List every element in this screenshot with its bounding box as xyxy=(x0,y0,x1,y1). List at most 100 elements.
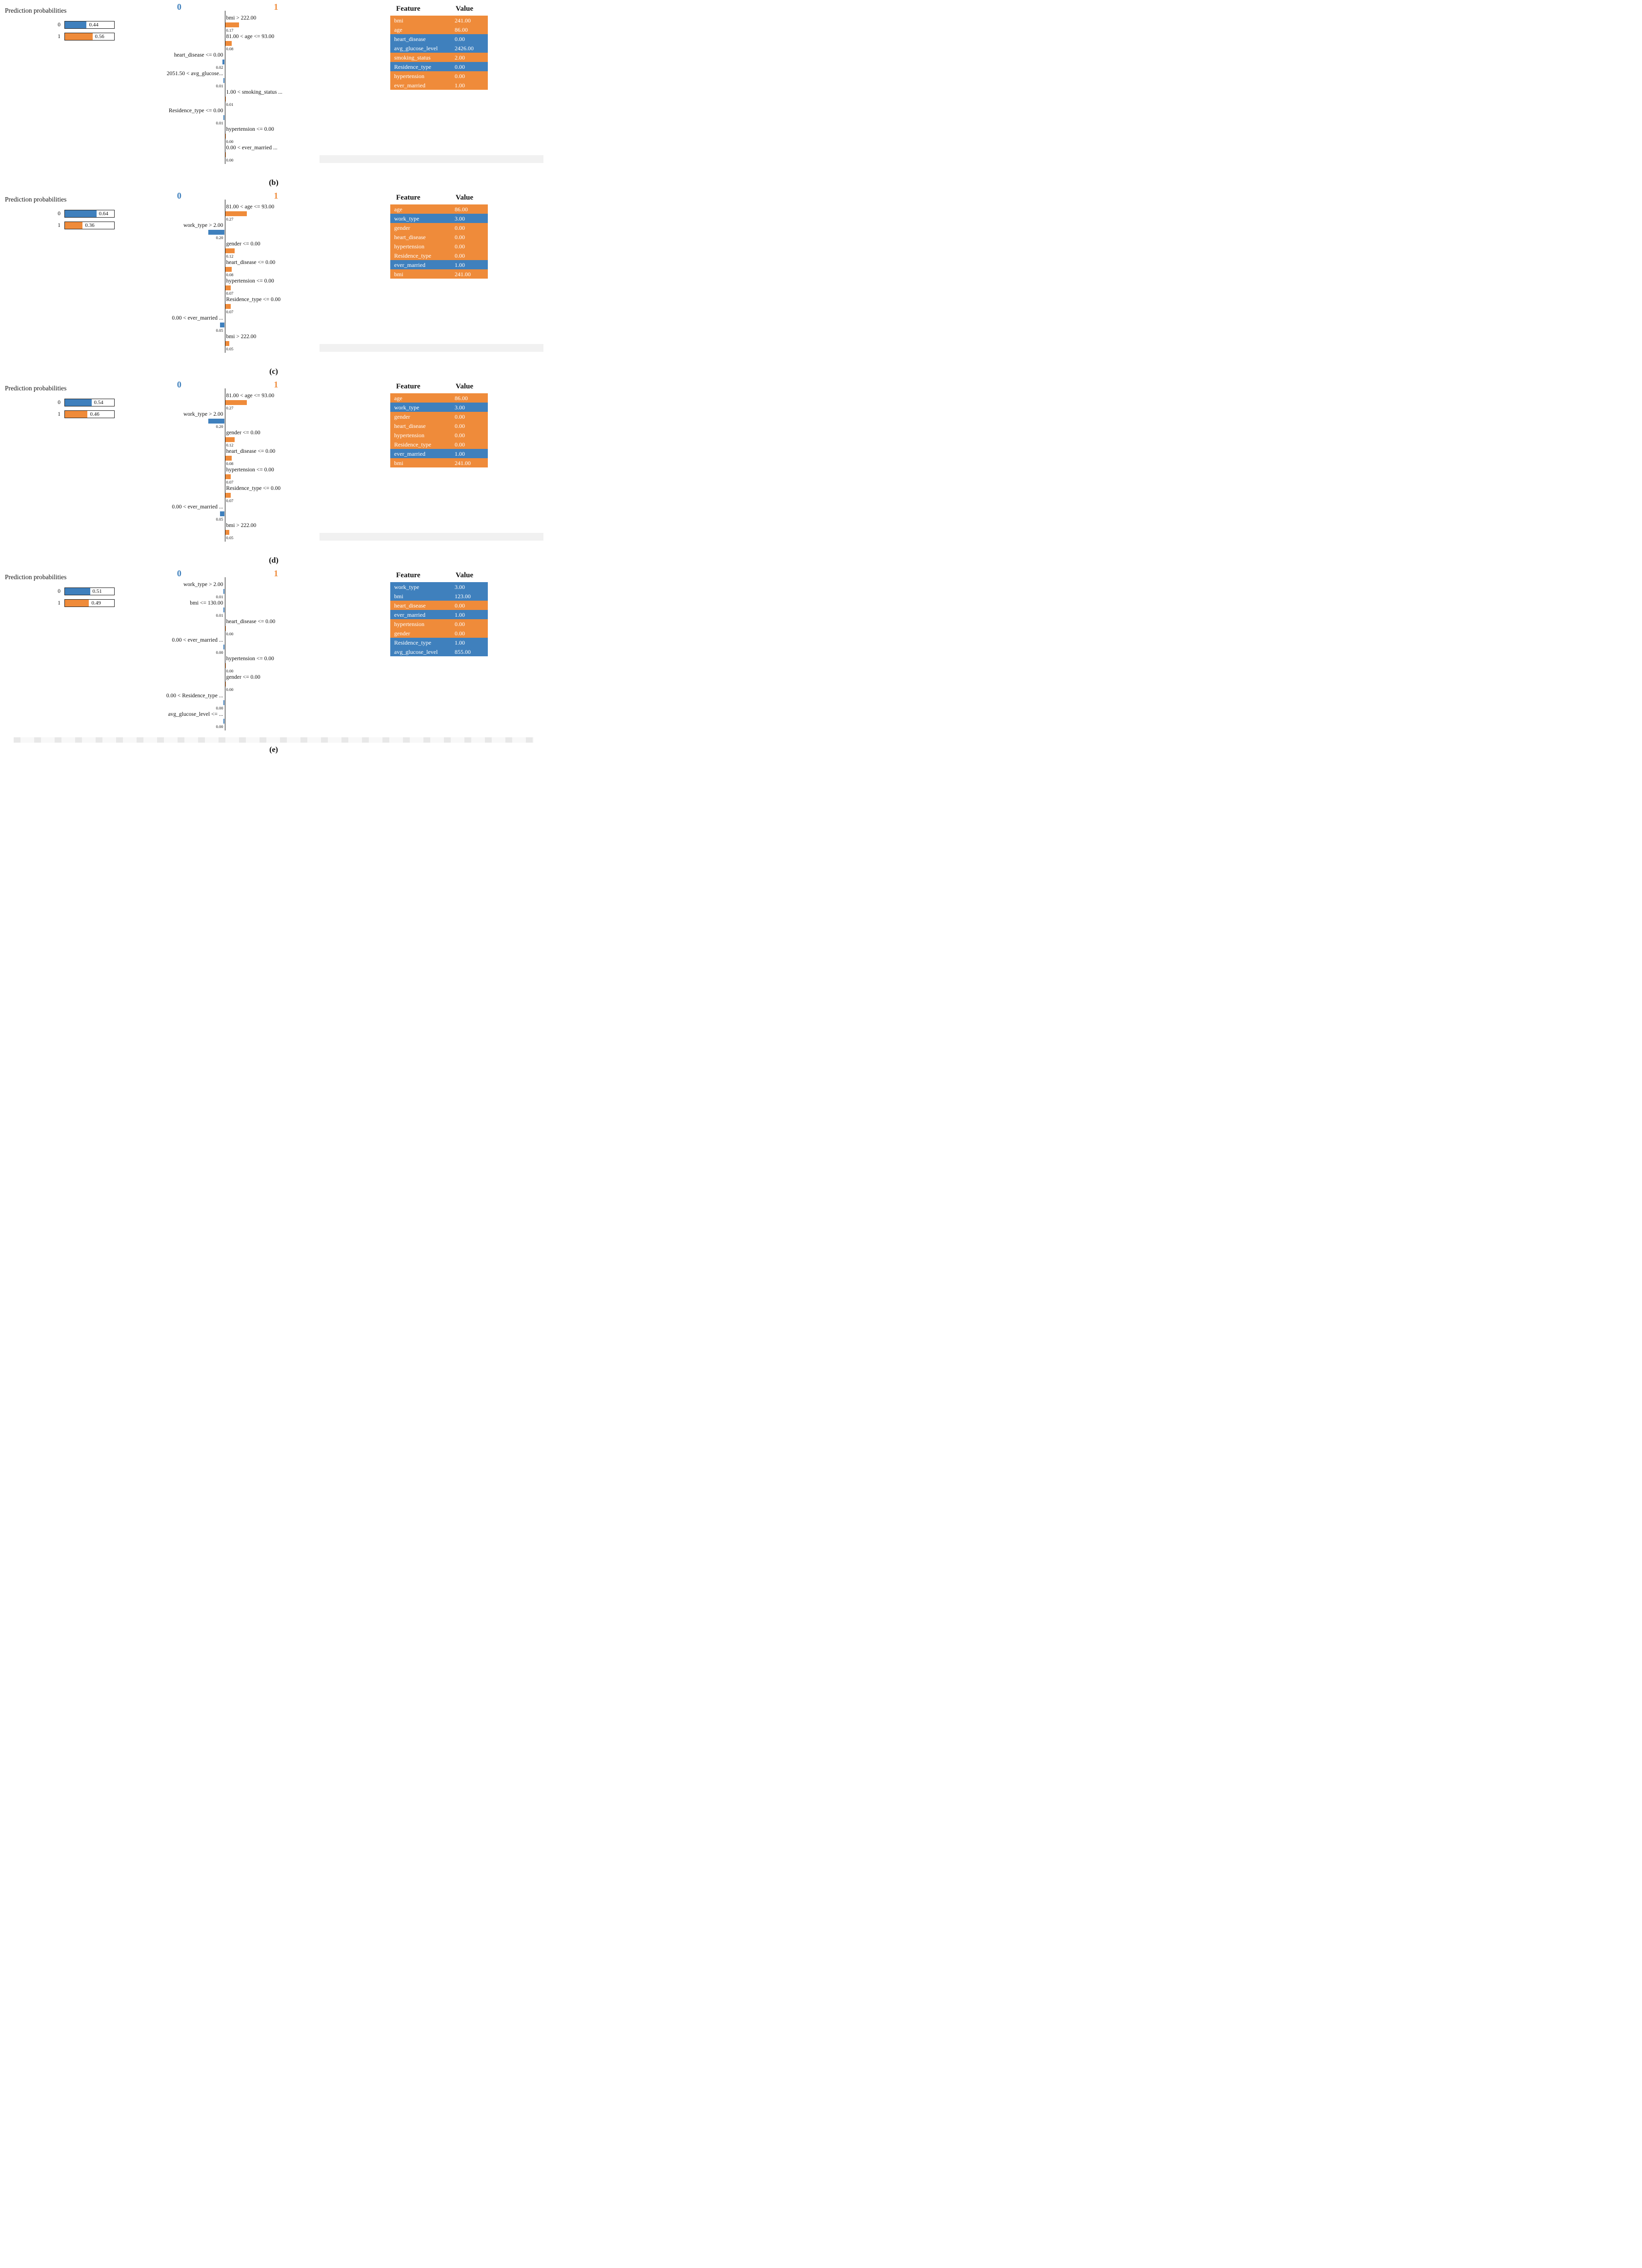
feature-value-row: Residence_type 0.00 xyxy=(390,251,488,260)
contribution-value: 0.00 xyxy=(216,650,223,655)
feature-value: 0.00 xyxy=(455,422,465,429)
contribution-bar xyxy=(225,626,226,631)
feature-value-row: hypertension 0.00 xyxy=(390,619,488,628)
probability-row: 0 0.51 xyxy=(54,587,124,595)
contribution-value: 0.27 xyxy=(226,405,234,410)
contribution-value: 0.07 xyxy=(226,498,234,503)
feature-value: 0.00 xyxy=(455,252,465,259)
contribution-bar xyxy=(223,589,224,594)
contribution-rows: bmi > 222.00 0.17 81.00 < age <= 93.00 0.08… xyxy=(126,15,323,164)
contribution-bar xyxy=(222,60,224,64)
feature-name: bmi xyxy=(394,592,403,600)
feature-value: 2.00 xyxy=(455,54,465,61)
contribution-bar xyxy=(225,400,247,405)
contribution-value: 0.05 xyxy=(216,517,223,522)
contribution-row: work_type > 2.00 0.20 xyxy=(126,222,323,241)
contribution-row: Residence_type <= 0.00 0.07 xyxy=(126,485,323,504)
value-column-header: Value xyxy=(456,571,474,579)
lime-explanations-figure: Prediction probabilities 0 0.44 1 0.56 0 1 … xyxy=(0,0,547,756)
feature-value-row: age 86.00 xyxy=(390,204,488,214)
feature-name: gender xyxy=(394,629,410,637)
prediction-probabilities-title: Prediction probabilities xyxy=(5,7,67,14)
contribution-row: work_type > 2.00 0.01 xyxy=(126,581,323,600)
prediction-bars: 0 0.51 1 0.49 xyxy=(54,587,124,607)
feature-condition-label: hypertension <= 0.00 xyxy=(226,656,274,662)
feature-value: 0.00 xyxy=(455,233,465,241)
contribution-value: 0.00 xyxy=(216,706,223,710)
scan-artifact xyxy=(14,737,534,743)
feature-contribution-chart: 0 1 81.00 < age <= 93.00 0.27 work_type > … xyxy=(126,189,323,361)
feature-value-row: Residence_type 1.00 xyxy=(390,638,488,647)
feature-value: 241.00 xyxy=(455,17,471,24)
feature-condition-label: heart_disease <= 0.00 xyxy=(226,448,276,454)
feature-name: heart_disease xyxy=(394,233,426,241)
axis-line xyxy=(224,11,226,164)
contribution-bar xyxy=(225,530,229,535)
feature-condition-label: hypertension <= 0.00 xyxy=(226,126,274,132)
prediction-probabilities-title: Prediction probabilities xyxy=(5,573,67,581)
probability-row: 1 0.56 xyxy=(54,33,124,40)
contribution-row: gender <= 0.00 0.12 xyxy=(126,429,323,448)
prediction-probabilities-title: Prediction probabilities xyxy=(5,196,67,203)
contribution-row: 0.00 < Residence_type ... 0.00 xyxy=(126,692,323,711)
feature-condition-label: bmi > 222.00 xyxy=(226,15,257,21)
feature-condition-label: work_type > 2.00 xyxy=(183,582,223,587)
contribution-row: 81.00 < age <= 93.00 0.27 xyxy=(126,392,323,411)
probability-bar: 0.49 xyxy=(64,599,115,607)
scan-artifact xyxy=(320,533,543,541)
feature-value-row: hypertension 0.00 xyxy=(390,430,488,440)
probability-fill xyxy=(65,600,89,607)
probability-value: 0.56 xyxy=(95,34,104,40)
probability-fill xyxy=(65,588,90,595)
feature-name: avg_glucose_level xyxy=(394,44,438,52)
contribution-bar xyxy=(225,285,231,290)
contribution-bars-area: 81.00 < age <= 93.00 0.27 work_type > 2.00… xyxy=(126,200,323,353)
probability-bar: 0.44 xyxy=(64,21,115,29)
feature-name: bmi xyxy=(394,17,403,24)
feature-name: Residence_type xyxy=(394,252,431,259)
contribution-value: 0.08 xyxy=(226,461,234,466)
contribution-value: 0.00 xyxy=(226,687,234,692)
contribution-row: 81.00 < age <= 93.00 0.27 xyxy=(126,203,323,222)
contribution-value: 0.00 xyxy=(226,139,234,144)
feature-name: work_type xyxy=(394,404,420,411)
probability-value: 0.36 xyxy=(85,223,95,228)
feature-condition-label: avg_glucose_level <= ... xyxy=(168,711,223,717)
contribution-rows: work_type > 2.00 0.01 bmi <= 130.00 0.01 hea… xyxy=(126,581,323,730)
probability-bar: 0.56 xyxy=(64,33,115,40)
contribution-bar xyxy=(223,719,224,724)
contribution-bar xyxy=(225,97,226,101)
contribution-value: 0.05 xyxy=(226,535,234,540)
feature-name: age xyxy=(394,26,402,33)
probability-row: 0 0.64 xyxy=(54,210,124,218)
feature-value-row: bmi 123.00 xyxy=(390,591,488,601)
contribution-row: 0.00 < ever_married ... 0.05 xyxy=(126,504,323,522)
feature-value: 0.00 xyxy=(455,63,465,70)
feature-condition-label: gender <= 0.00 xyxy=(226,674,260,680)
contribution-value: 0.01 xyxy=(216,613,223,618)
probability-fill xyxy=(65,411,88,418)
feature-name: heart_disease xyxy=(394,602,426,609)
contribution-row: heart_disease <= 0.00 0.02 xyxy=(126,52,323,70)
table-rows: age 86.00 work_type 3.00 gender 0.00 heart_dis… xyxy=(390,393,488,467)
class-label: 0 xyxy=(58,400,60,405)
feature-value-row: gender 0.00 xyxy=(390,412,488,421)
probability-value: 0.44 xyxy=(89,22,99,28)
contribution-bar xyxy=(223,608,224,612)
feature-condition-label: 81.00 < age <= 93.00 xyxy=(226,204,275,210)
feature-value: 1.00 xyxy=(455,611,465,618)
contribution-value: 0.20 xyxy=(216,424,223,429)
feature-condition-label: bmi > 222.00 xyxy=(226,523,257,528)
feature-condition-label: heart_disease <= 0.00 xyxy=(226,260,276,265)
feature-value-row: gender 0.00 xyxy=(390,628,488,638)
contribution-bar xyxy=(225,248,235,253)
feature-value: 0.00 xyxy=(455,35,465,42)
feature-value-row: age 86.00 xyxy=(390,393,488,403)
feature-value-row: avg_glucose_level 2426.00 xyxy=(390,43,488,53)
feature-name: hypertension xyxy=(394,431,424,439)
contribution-value: 0.08 xyxy=(226,272,234,277)
class-label: 1 xyxy=(58,223,60,228)
feature-value-row: smoking_status 2.00 xyxy=(390,53,488,62)
feature-name: bmi xyxy=(394,459,403,466)
contribution-bar xyxy=(225,211,247,216)
